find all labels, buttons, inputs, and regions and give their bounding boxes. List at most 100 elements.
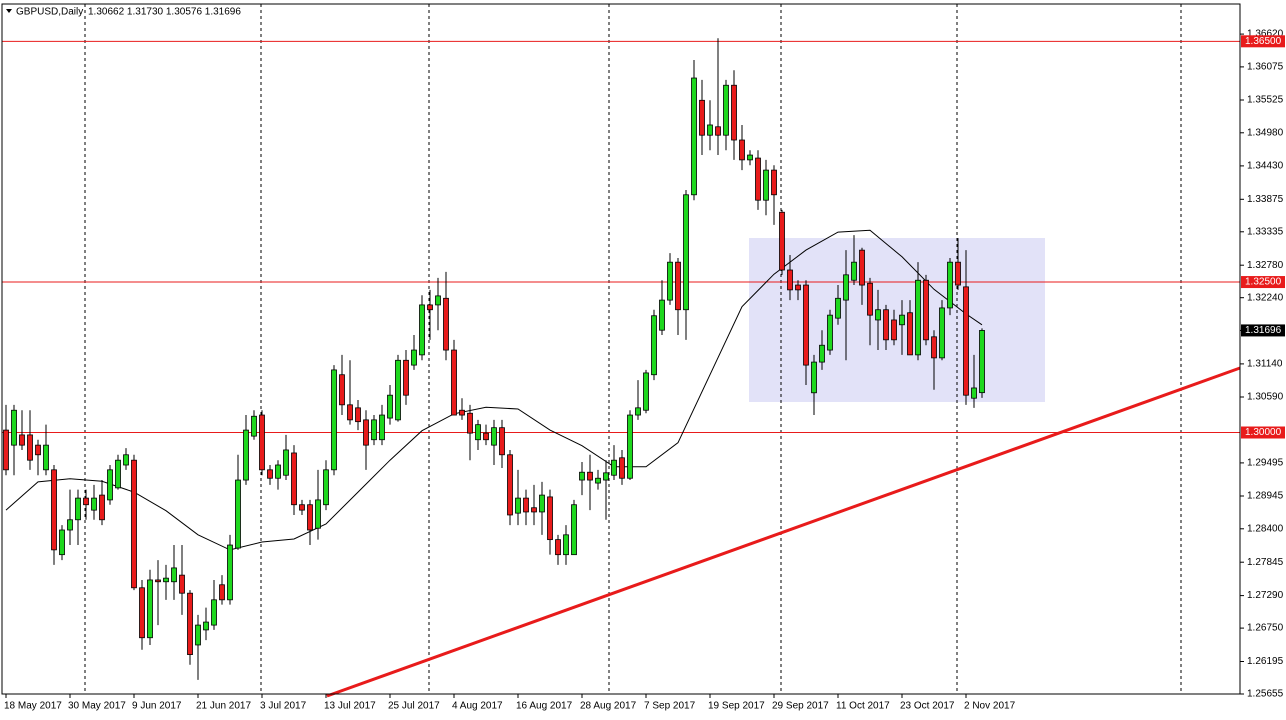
level-label-box — [1241, 276, 1285, 289]
candle-body — [3, 429, 9, 471]
candle-body — [115, 459, 121, 489]
moving-average — [5, 229, 983, 551]
x-tick-label: 25 Jul 2017 — [388, 701, 440, 712]
candle-body — [299, 504, 305, 511]
candle-body — [691, 77, 697, 196]
last-price-label: 1.31696 — [1245, 325, 1282, 336]
candle-body — [891, 319, 897, 341]
level-label: 1.36500 — [1245, 36, 1282, 47]
candle-body — [107, 469, 113, 501]
candle-body — [275, 464, 281, 479]
plot-frame — [1, 3, 1241, 695]
candle-body — [339, 374, 345, 406]
candle-body — [827, 314, 833, 351]
candle-body — [603, 472, 609, 481]
candle-body — [555, 539, 561, 556]
candle-body — [931, 336, 937, 359]
candle-body — [243, 429, 249, 481]
candle-body — [67, 519, 73, 531]
candle-body — [699, 99, 705, 136]
candle-body — [363, 419, 369, 446]
candle-body — [283, 449, 289, 476]
x-tick-label: 29 Sep 2017 — [772, 701, 829, 712]
candle-body — [595, 477, 601, 484]
candle-body — [867, 282, 873, 316]
candle-body — [971, 387, 977, 399]
candle-body — [195, 624, 201, 646]
candle-body — [515, 497, 521, 514]
candle-body — [939, 307, 945, 359]
candle-body — [251, 415, 257, 437]
candle-body — [171, 567, 177, 583]
candle-body — [779, 211, 785, 271]
candle-body — [835, 297, 841, 319]
y-tick-label: 1.32780 — [1247, 260, 1284, 271]
candle-body — [155, 579, 161, 583]
candle-body — [715, 126, 721, 136]
y-tick-label: 1.32240 — [1247, 292, 1284, 303]
y-tick-label: 1.36620 — [1247, 29, 1284, 40]
candle-body — [547, 496, 553, 541]
candle-body — [211, 599, 217, 626]
candle-body — [419, 304, 425, 356]
y-tick-label: 1.26750 — [1247, 623, 1284, 634]
x-tick-label: 4 Aug 2017 — [452, 701, 503, 712]
chart-header-quote: 1.30662 1.31730 1.30576 1.31696 — [88, 7, 241, 18]
candle-body — [475, 424, 481, 441]
candle-body — [611, 459, 617, 476]
candle-body — [843, 274, 849, 301]
candle-body — [539, 494, 545, 513]
candle-body — [371, 419, 377, 441]
candle-body — [267, 469, 273, 479]
candle-body — [19, 434, 25, 446]
candle-body — [147, 579, 153, 639]
y-tick-label: 1.30590 — [1247, 392, 1284, 403]
candle-body — [851, 261, 857, 281]
x-tick-label: 13 Jul 2017 — [324, 701, 376, 712]
candle-body — [563, 534, 569, 556]
candle-body — [635, 407, 641, 416]
chart-header-symbol: GBPUSD,Daily — [16, 7, 83, 18]
candle-body — [707, 124, 713, 136]
menu-arrow — [6, 9, 12, 13]
drawing-layer — [326, 366, 1241, 698]
candle-body — [291, 452, 297, 506]
range-zone — [749, 238, 1045, 402]
y-tick-label: 1.26195 — [1247, 656, 1284, 667]
level-label-box — [1241, 35, 1285, 48]
candle-body — [187, 592, 193, 655]
candle-body — [859, 249, 865, 286]
candle-body — [675, 261, 681, 311]
candle-body — [667, 261, 673, 301]
candle-body — [435, 295, 441, 306]
candle-body — [723, 84, 729, 136]
candle-body — [883, 309, 889, 341]
level-label-box — [1241, 426, 1285, 439]
x-tick-label: 21 Jun 2017 — [196, 701, 251, 712]
candle-body — [771, 169, 777, 196]
candle-body — [179, 574, 185, 594]
candle-body — [587, 471, 593, 481]
candle-body — [123, 454, 129, 466]
candle-body — [323, 469, 329, 506]
candle-body — [643, 372, 649, 411]
candle-body — [219, 584, 225, 601]
candle-body — [459, 409, 465, 416]
last-price-box — [1241, 324, 1285, 337]
candle-body — [651, 315, 657, 376]
candle-body — [235, 479, 241, 549]
candle-body — [91, 497, 97, 511]
candle-body — [83, 497, 89, 506]
candle-body — [763, 169, 769, 201]
candle-body — [43, 444, 49, 471]
candle-body — [51, 469, 57, 551]
y-tick-label: 1.33335 — [1247, 226, 1284, 237]
candle-body — [163, 577, 169, 583]
y-tick-label: 1.35525 — [1247, 95, 1284, 106]
candle-body — [875, 309, 881, 321]
candle-body — [403, 359, 409, 396]
y-tick-label: 1.27290 — [1247, 590, 1284, 601]
candles-layer — [3, 38, 985, 680]
